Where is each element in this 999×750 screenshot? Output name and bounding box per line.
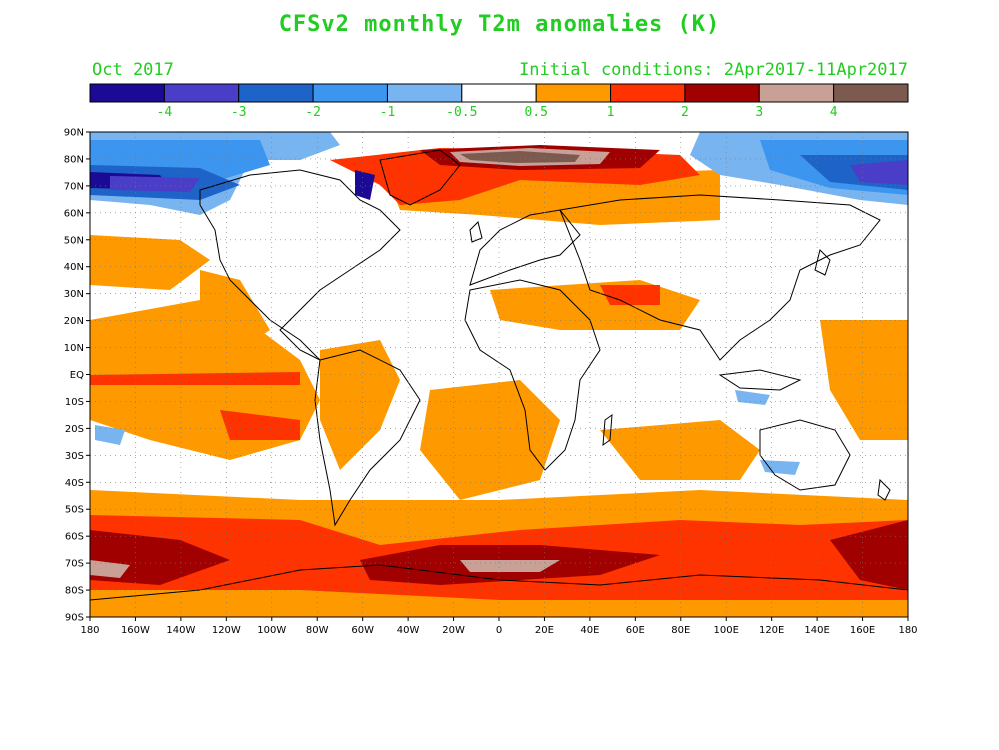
lat-tick-label: 40N: [64, 262, 84, 273]
lon-tick-label: 120W: [212, 625, 241, 636]
lat-tick-label: 80N: [64, 154, 84, 165]
lat-tick-label: 60S: [65, 532, 84, 543]
anomaly-region-blue-spot-indonesia: [735, 390, 770, 405]
anomaly-region-orange-indian: [600, 420, 760, 480]
colorbar-swatch: [684, 83, 760, 103]
colorbar-label: -4: [157, 105, 173, 120]
anomaly-region-brown-arctic: [460, 151, 580, 163]
map-ticks: 90N 80N 70N 60N 50N 40N 30N 20N 10N EQ 10S 20S 30S 40…: [64, 128, 918, 637]
anomaly-region-orange-north-pacific: [90, 235, 210, 290]
lat-tick-label: 60N: [64, 208, 84, 219]
lat-tick-label: 10S: [65, 397, 84, 408]
colorbar-label: 0.5: [524, 105, 547, 120]
anomaly-region-red-middle-east: [600, 285, 660, 305]
coastline-antarctica: [90, 564, 908, 601]
colorbar-swatch: [312, 83, 388, 103]
lat-tick-label: 80S: [65, 586, 84, 597]
colorbar-label: -2: [305, 105, 321, 120]
anomaly-region-darkblue-greenland: [355, 170, 375, 200]
lon-tick-label: 100W: [257, 625, 286, 636]
lat-tick-label: 10N: [64, 343, 84, 354]
coastline-uk: [469, 221, 483, 243]
anomaly-region-red-south-pacific: [220, 410, 300, 440]
coastline-south-america: [314, 349, 421, 527]
lat-tick-label: 20S: [65, 424, 84, 435]
map-gridlines: [90, 132, 908, 617]
coastline-australia: [759, 419, 851, 491]
colorbar-label: -1: [380, 105, 396, 120]
anomaly-region-orange-west-pacific: [820, 320, 908, 440]
lon-tick-label: 0: [496, 625, 502, 636]
colorbar-swatch: [461, 83, 537, 103]
anomaly-region-orange-south-america: [320, 340, 400, 470]
valid-month-label: Oct 2017: [92, 60, 174, 80]
lon-tick-label: 60E: [626, 625, 645, 636]
lon-tick-label: 160E: [850, 625, 875, 636]
colorbar-swatch: [535, 83, 612, 103]
coastline-asia: [559, 194, 881, 361]
colorbar-label: 2: [681, 105, 689, 120]
anomaly-region-pink-antarctic-west: [90, 560, 130, 578]
lon-tick-label: 20W: [442, 625, 465, 636]
lon-tick-label: 40W: [397, 625, 420, 636]
colorbar-swatch: [89, 83, 165, 103]
coastline-new-zealand: [877, 478, 891, 501]
anomaly-region-red-pacific: [90, 372, 300, 385]
lon-tick-label: 140W: [166, 625, 195, 636]
lon-tick-label: 180: [898, 625, 917, 636]
colorbar-swatch: [758, 83, 835, 103]
lat-tick-label: 50N: [64, 235, 84, 246]
coastline-japan: [814, 249, 831, 276]
lat-tick-label: 30S: [65, 451, 84, 462]
anomaly-region-orange-east-pacific: [200, 270, 270, 350]
lon-tick-label: 120E: [759, 625, 784, 636]
coastline-north-america: [199, 169, 401, 361]
chart-title: CFSv2 monthly T2m anomalies (K): [278, 12, 721, 37]
lat-tick-label: 90S: [65, 613, 84, 624]
anomaly-region-darkred-antarctic-east: [830, 520, 908, 590]
lat-tick-label: EQ: [70, 370, 84, 381]
colorbar-swatch: [238, 83, 314, 103]
lat-tick-label: 30N: [64, 289, 84, 300]
lon-tick-label: 20E: [535, 625, 554, 636]
colorbar-labels: -4 -3 -2 -1 -0.5 0.5 1 2 3 4: [157, 105, 838, 120]
colorbar-swatch: [386, 83, 463, 103]
lat-tick-label: 20N: [64, 316, 84, 327]
coastline-madagascar: [602, 413, 613, 447]
lon-tick-label: 140E: [804, 625, 829, 636]
lat-tick-label: 90N: [64, 128, 84, 139]
lat-tick-label: 70S: [65, 559, 84, 570]
lon-tick-label: 60W: [351, 625, 374, 636]
colorbar: [89, 83, 909, 103]
lon-tick-label: 80W: [306, 625, 329, 636]
lon-tick-label: 180: [80, 625, 99, 636]
colorbar-label: -3: [231, 105, 247, 120]
initial-conditions-label: Initial conditions: 2Apr2017-11Apr2017: [519, 60, 908, 80]
coastline-indonesia: [718, 369, 802, 391]
colorbar-swatch: [833, 83, 909, 103]
anomaly-region-blue-spot-pacific: [95, 425, 125, 445]
colorbar-swatch: [163, 83, 240, 103]
colorbar-swatch: [610, 83, 686, 103]
colorbar-label: 4: [830, 105, 838, 120]
anomaly-region-purple-east: [850, 160, 908, 185]
coastline-africa: [464, 279, 601, 471]
lon-tick-label: 40E: [580, 625, 599, 636]
lat-tick-label: 50S: [65, 505, 84, 516]
colorbar-label: -0.5: [446, 105, 477, 120]
lon-tick-label: 160W: [121, 625, 150, 636]
lat-tick-label: 40S: [65, 478, 84, 489]
coastline-greenland: [379, 149, 461, 206]
colorbar-label: 3: [755, 105, 763, 120]
lon-tick-label: 100E: [714, 625, 739, 636]
lat-tick-label: 70N: [64, 181, 84, 192]
lon-tick-label: 80E: [671, 625, 690, 636]
colorbar-label: 1: [607, 105, 615, 120]
anomaly-region-blue-spot-australia: [760, 460, 800, 475]
anomaly-region-purple-canada: [110, 176, 200, 192]
